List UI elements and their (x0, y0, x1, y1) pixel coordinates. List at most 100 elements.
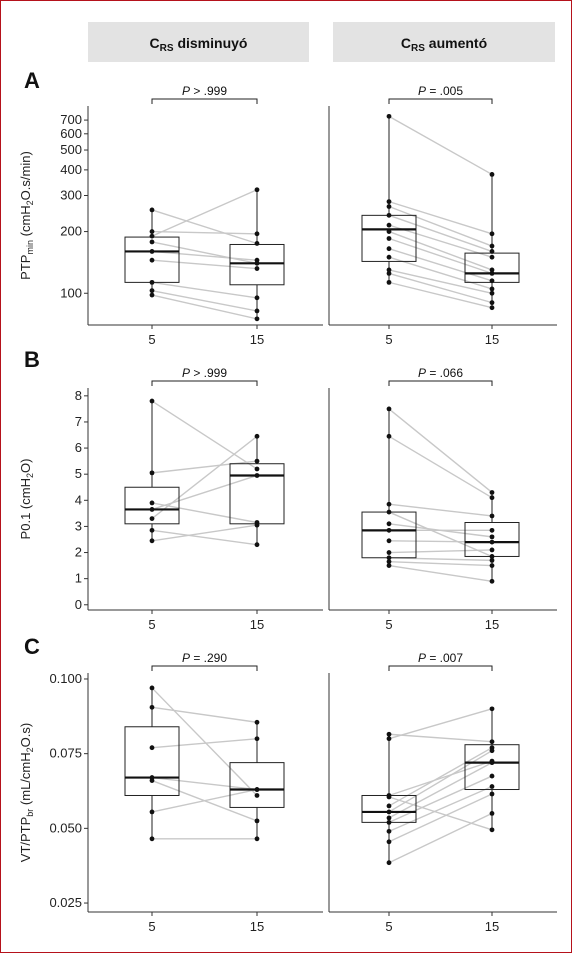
data-point (254, 736, 260, 742)
paired-line (151, 189, 258, 237)
data-point (254, 295, 260, 301)
paired-line (388, 248, 493, 282)
data-point (489, 243, 495, 249)
data-point (149, 704, 155, 710)
data-point (489, 784, 495, 789)
data-point (386, 270, 392, 276)
data-point (489, 267, 495, 273)
data-point (386, 736, 392, 742)
data-point (254, 793, 260, 798)
paired-line (151, 524, 258, 542)
paired-line (388, 549, 493, 554)
data-point (386, 819, 392, 825)
data-point (489, 495, 495, 501)
paired-line (388, 205, 493, 247)
data-point (489, 563, 495, 568)
x-tick-label: 5 (148, 617, 155, 632)
panel-letter-B: B (24, 347, 40, 372)
data-point (149, 836, 155, 842)
data-point (489, 760, 495, 766)
data-point (254, 241, 260, 246)
y-tick-label-A: 600 (60, 126, 82, 141)
paired-line (151, 738, 258, 749)
data-point (489, 534, 495, 540)
data-point (386, 229, 392, 234)
x-tick-label: 5 (385, 919, 392, 934)
data-point (386, 828, 392, 834)
significance-bracket (151, 380, 258, 386)
y-tick-label-B: 2 (75, 545, 82, 560)
data-point (149, 516, 155, 521)
x-tick-label: 15 (250, 919, 264, 934)
data-point (489, 300, 495, 306)
data-point (489, 827, 495, 833)
paired-line (151, 435, 258, 520)
paired-line (151, 460, 258, 474)
significance-bracket (388, 98, 493, 104)
data-point (149, 279, 155, 285)
data-point (386, 204, 392, 209)
data-point (489, 527, 495, 533)
data-point (386, 222, 392, 228)
data-point (489, 811, 495, 816)
data-point (149, 233, 155, 239)
data-point (489, 739, 495, 745)
box (464, 744, 520, 791)
data-point (149, 500, 155, 506)
data-point (386, 433, 392, 439)
data-point (149, 398, 155, 404)
significance-bracket (388, 665, 493, 671)
y-tick-label-B: 4 (75, 492, 82, 507)
paired-line (388, 435, 493, 499)
data-point (489, 254, 495, 260)
y-tick-label-C: 0.075 (49, 746, 82, 761)
paired-line (151, 259, 258, 270)
data-point (254, 316, 260, 322)
paired-line (151, 474, 258, 511)
data-point (149, 288, 155, 294)
y-tick-label-B: 5 (75, 466, 82, 481)
x-tick-label: 15 (485, 919, 499, 934)
data-point (489, 249, 495, 254)
data-point (386, 267, 392, 273)
data-point (149, 207, 155, 213)
data-point (489, 557, 495, 563)
data-point (489, 290, 495, 296)
data-point (386, 555, 392, 561)
paired-line (151, 250, 258, 261)
data-point (254, 473, 260, 478)
data-point (386, 113, 392, 119)
paired-line (388, 115, 493, 176)
data-point (149, 292, 155, 298)
box (124, 486, 180, 525)
data-point (386, 279, 392, 285)
y-tick-label-B: 7 (75, 414, 82, 429)
data-point (254, 458, 260, 464)
paired-line (388, 762, 493, 819)
significance-bracket (388, 380, 493, 386)
x-tick-label: 15 (250, 332, 264, 347)
data-point (386, 501, 392, 507)
paired-line (388, 511, 493, 558)
data-point (489, 773, 495, 779)
y-tick-label-B: 6 (75, 440, 82, 455)
data-point (489, 270, 495, 276)
paired-line (388, 785, 493, 832)
y-tick-label-C: 0.025 (49, 895, 82, 910)
paired-line (151, 400, 258, 470)
data-point (386, 559, 392, 565)
paired-line (388, 256, 493, 290)
data-point (149, 809, 155, 815)
paired-line (388, 560, 493, 567)
x-tick-label: 5 (148, 332, 155, 347)
data-point (489, 539, 495, 545)
paired-line (388, 272, 493, 304)
paired-line (388, 503, 493, 517)
data-point (386, 509, 392, 515)
data-point (149, 778, 155, 783)
data-point (254, 433, 260, 439)
data-point (386, 521, 392, 527)
paired-line (388, 775, 493, 824)
p-value-label: P > .999 (182, 84, 227, 98)
